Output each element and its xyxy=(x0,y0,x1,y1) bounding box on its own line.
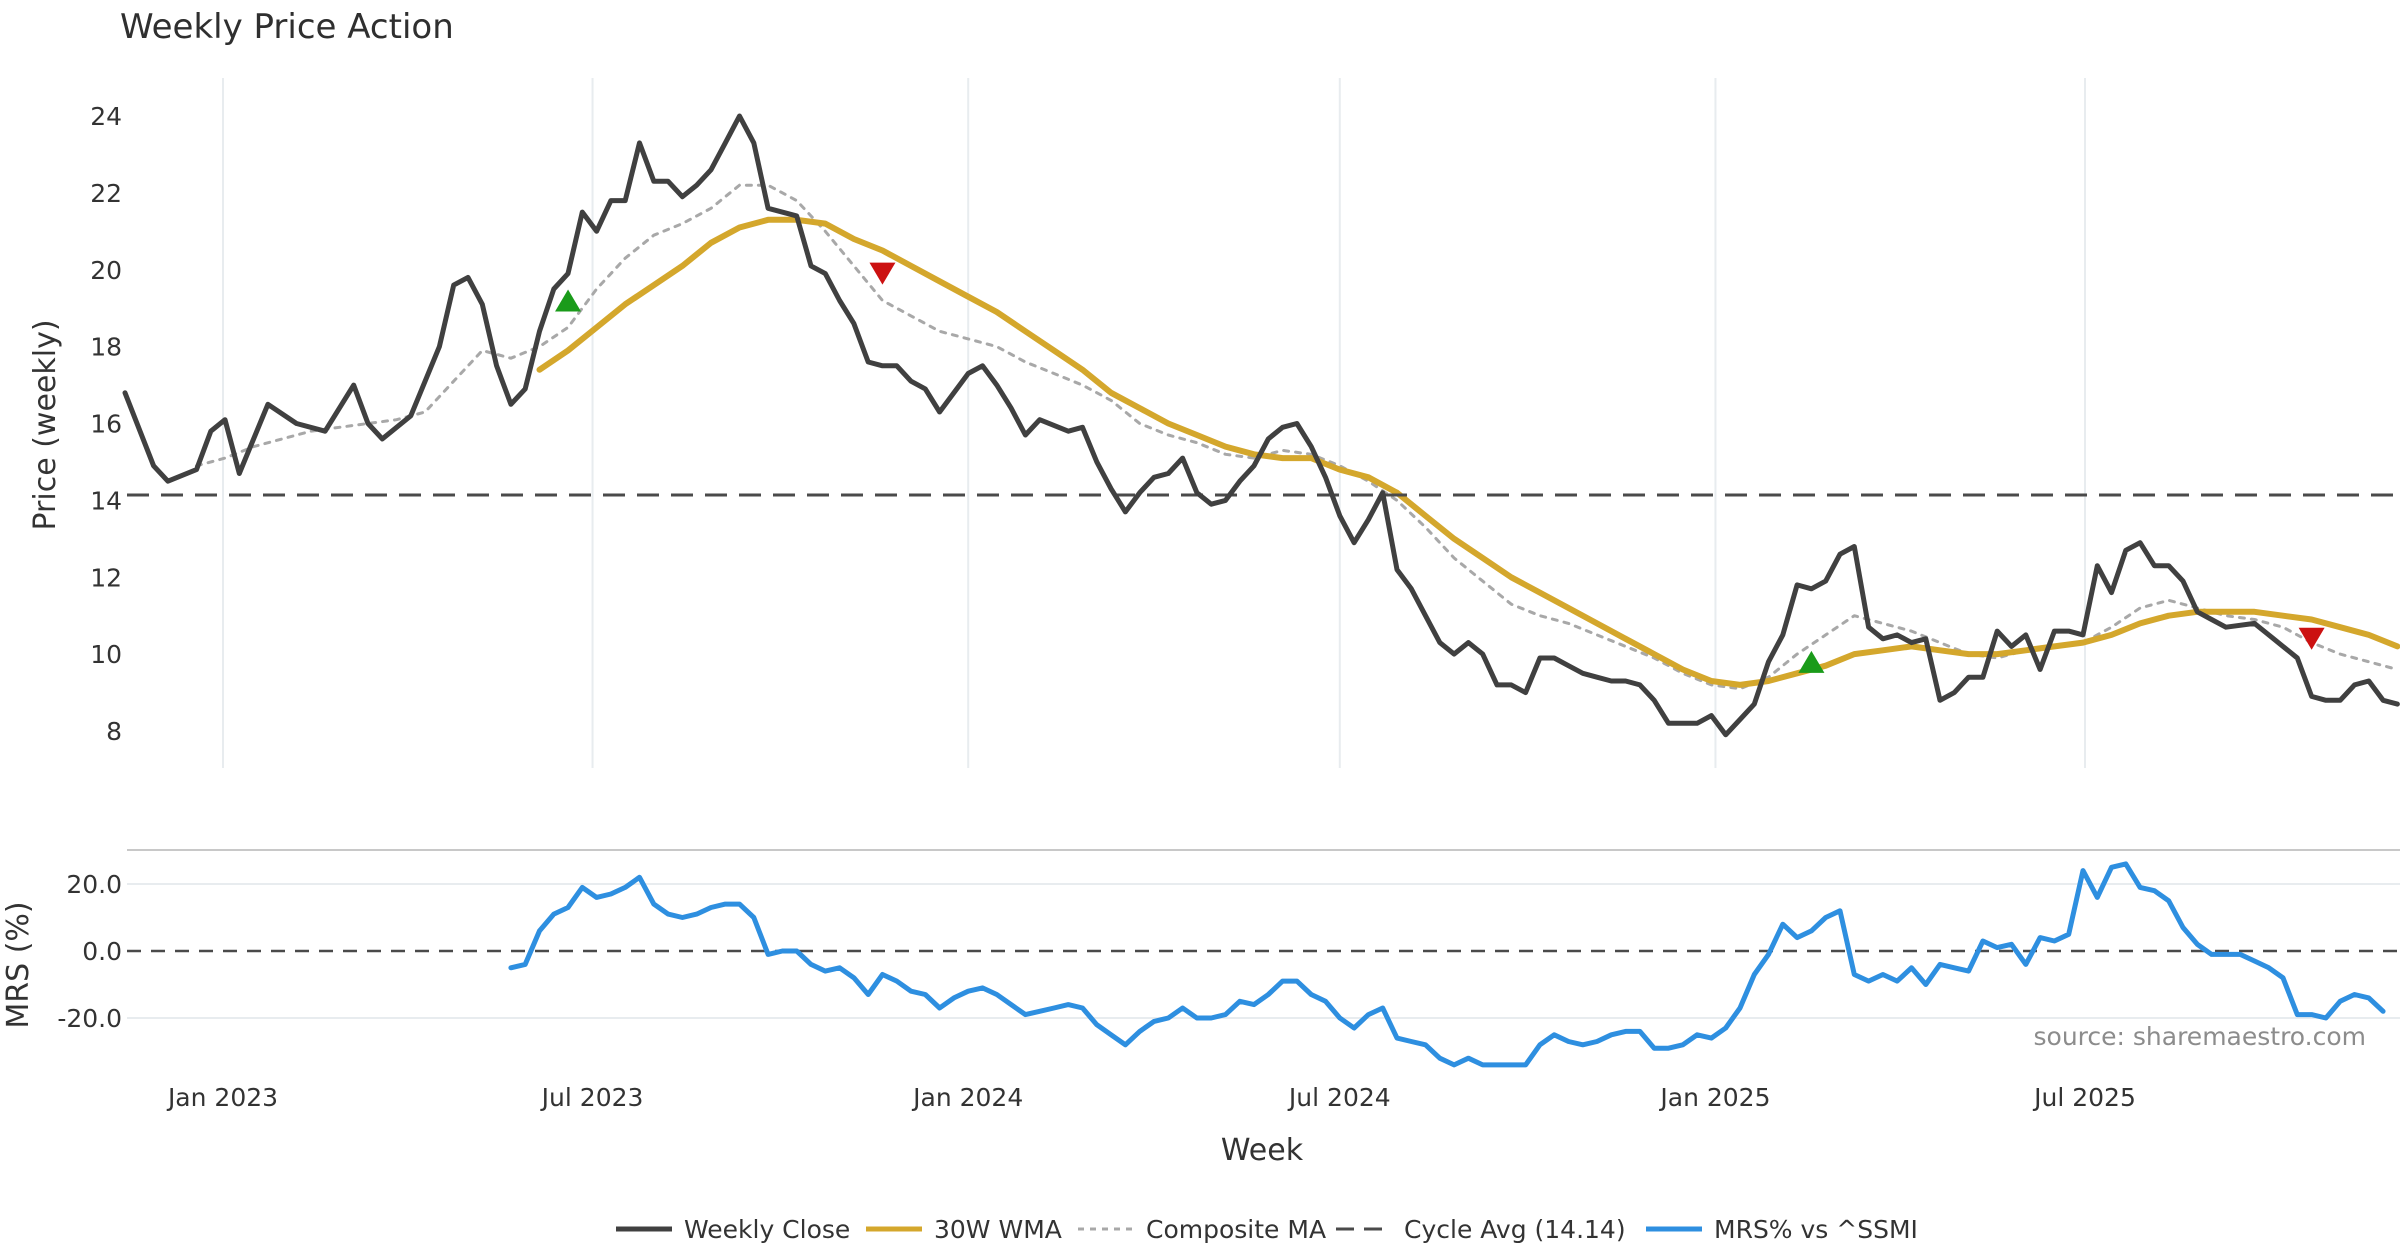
composite-ma-line xyxy=(195,183,2399,691)
source-note: source: sharemaestro.com xyxy=(2034,1022,2367,1051)
price-y-tick-label: 20 xyxy=(90,256,122,285)
price-y-tick-label: 22 xyxy=(90,179,122,208)
x-tick-label: Jul 2024 xyxy=(1287,1083,1391,1112)
price-y-tick-label: 12 xyxy=(90,563,122,592)
mrs-grid xyxy=(127,883,2400,1019)
price-y-axis-label: Price (weekly) xyxy=(28,319,63,530)
legend-label: Weekly Close xyxy=(684,1215,850,1244)
price-y-tick-label: 24 xyxy=(90,102,122,131)
mrs-y-tick-label: -20.0 xyxy=(57,1004,122,1033)
legend-label: Composite MA xyxy=(1146,1215,1326,1244)
mrs-series xyxy=(127,861,2400,1068)
mrs-y-ticks: 20.0 0.0 -20.0 xyxy=(57,870,122,1033)
sell-signal-marker xyxy=(869,262,896,285)
price-y-tick-label: 8 xyxy=(106,717,122,746)
price-y-tick-label: 18 xyxy=(90,333,122,362)
buy-signal-marker xyxy=(555,289,582,312)
signal-markers xyxy=(555,262,2325,673)
legend-label: 30W WMA xyxy=(934,1215,1062,1244)
x-tick-label: Jul 2023 xyxy=(540,1083,644,1112)
weekly-close-line xyxy=(122,113,2400,738)
mrs-y-axis-label: MRS (%) xyxy=(1,901,36,1028)
x-tick-label: Jan 2025 xyxy=(1658,1083,1770,1112)
price-y-tick-label: 16 xyxy=(90,410,122,439)
buy-signal-marker xyxy=(1798,650,1825,673)
price-grid xyxy=(222,78,2086,768)
legend: Weekly Close 30W WMA Composite MA Cycle Avg… xyxy=(616,1215,1918,1244)
x-axis-label: Week xyxy=(1221,1133,1304,1168)
price-y-tick-label: 14 xyxy=(90,486,122,515)
legend-label: MRS% vs ^SSMI xyxy=(1714,1215,1918,1244)
mrs-y-tick-label: 0.0 xyxy=(82,937,122,966)
chart-title: Weekly Price Action xyxy=(120,7,454,47)
x-tick-label: Jan 2024 xyxy=(911,1083,1023,1112)
x-ticks: Jan 2023 Jul 2023 Jan 2024 Jul 2024 Jan 2025… xyxy=(166,1083,2136,1112)
mrs-y-tick-label: 20.0 xyxy=(66,870,122,899)
x-tick-label: Jan 2023 xyxy=(166,1083,278,1112)
x-tick-label: Jul 2025 xyxy=(2032,1083,2136,1112)
legend-label: Cycle Avg (14.14) xyxy=(1404,1215,1626,1244)
price-series xyxy=(122,113,2400,738)
sell-signal-marker xyxy=(2298,627,2325,650)
price-y-ticks: 8 10 12 14 16 18 20 22 24 xyxy=(90,102,122,746)
price-y-tick-label: 10 xyxy=(90,640,122,669)
mrs-line xyxy=(508,861,2386,1068)
30w-wma-line xyxy=(536,216,2400,688)
